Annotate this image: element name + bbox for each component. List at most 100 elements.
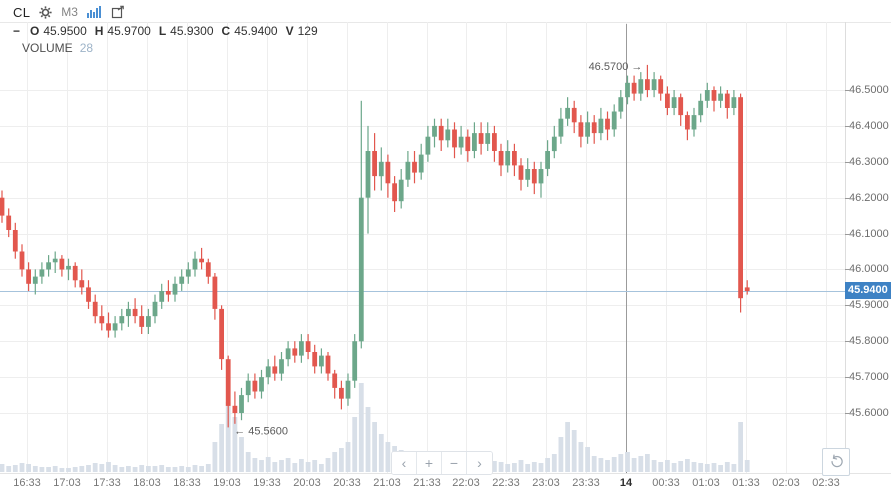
candle-body: [292, 348, 298, 356]
volume-bar: [605, 460, 610, 472]
candle-body: [0, 197, 5, 216]
volume-bar: [305, 462, 311, 472]
candle-body: [385, 161, 391, 184]
volume-bar: [159, 465, 165, 472]
volume-study-icon[interactable]: [86, 6, 102, 18]
candle-body: [585, 122, 590, 137]
volume-bar: [99, 464, 105, 472]
volume-bar: [525, 464, 531, 472]
volume-bar: [325, 458, 331, 472]
candle-body: [265, 366, 271, 378]
zoom-in-button[interactable]: +: [417, 452, 442, 474]
volume-bar: [538, 463, 544, 472]
volume-bar: [132, 467, 138, 472]
price-annotation: 46.5700 →: [589, 61, 643, 73]
chart-nav-controls: ‹ + − ›: [391, 451, 493, 475]
candle-body: [159, 291, 165, 302]
candle-body: [658, 79, 664, 94]
volume-bar: [744, 460, 750, 472]
volume-key: V: [285, 24, 294, 38]
volume-bar: [598, 458, 604, 472]
candle-body: [492, 133, 497, 151]
candle-body: [398, 179, 404, 202]
series-marker[interactable]: −: [13, 24, 21, 38]
candle-body: [744, 287, 750, 291]
candle-body: [319, 355, 324, 367]
add-pane-icon[interactable]: [111, 5, 125, 19]
candle-body: [192, 258, 198, 270]
volume-bar: [512, 463, 517, 472]
time-tick-label: 17:33: [93, 477, 121, 489]
volume-bar: [339, 448, 344, 472]
price-tick-label: 46.4000: [849, 119, 889, 132]
volume-bar: [671, 463, 677, 472]
volume-bar: [106, 462, 111, 472]
time-tick-label: 00:33: [652, 477, 680, 489]
time-tick-label: 21:33: [413, 477, 441, 489]
candle-body: [179, 276, 185, 284]
pan-right-button[interactable]: ›: [467, 452, 492, 474]
candle-body: [565, 107, 570, 119]
volume-bar: [585, 447, 590, 472]
candle-body: [106, 323, 111, 331]
high-key: H: [94, 24, 104, 38]
price-axis[interactable]: 46.5000 46.4000 46.3000 46.2000 46.1000 46.00…: [846, 22, 891, 473]
volume-bar: [545, 458, 550, 472]
volume-bar: [79, 466, 85, 472]
candle-body: [505, 151, 511, 166]
volume-bar: [531, 462, 537, 472]
chart-toolbar: CL M3: [13, 4, 125, 20]
candle-body: [146, 316, 151, 327]
candle-body: [279, 359, 284, 374]
candle-body: [718, 93, 723, 101]
interval-label[interactable]: M3: [61, 5, 78, 19]
zoom-out-button[interactable]: −: [442, 452, 467, 474]
volume-bar: [0, 464, 5, 472]
volume-bar: [565, 422, 570, 472]
gear-icon[interactable]: [39, 5, 52, 19]
last-price-badge: 45.9400: [845, 282, 891, 300]
candle-body: [225, 359, 231, 406]
volume-study-label[interactable]: VOLUME: [22, 41, 73, 55]
candle-body: [86, 287, 91, 302]
candle-body: [392, 183, 397, 202]
candle-body: [378, 161, 384, 177]
pan-left-button[interactable]: ‹: [392, 452, 417, 474]
candle-body: [205, 262, 211, 277]
candle-body: [339, 387, 344, 399]
volume-bar: [219, 424, 224, 472]
volume-bar: [665, 460, 670, 472]
time-tick-label: 19:33: [253, 477, 281, 489]
candle-body: [645, 79, 650, 90]
volume-bar: [558, 437, 564, 472]
time-axis[interactable]: 16:33 17:03 17:33 18:03 18:33 19:03 19:33 20:03…: [0, 474, 891, 492]
candle-body: [638, 79, 644, 94]
candle-body: [405, 161, 411, 180]
candle-body: [185, 269, 191, 277]
candle-body: [352, 341, 358, 381]
candle-wick: [167, 280, 169, 302]
price-tick-label: 46.3000: [849, 155, 889, 168]
volume-bar: [252, 458, 258, 472]
volume-bar: [225, 402, 231, 472]
candle-body: [139, 316, 145, 327]
volume-bar: [505, 464, 511, 472]
candle-body: [545, 151, 550, 169]
volume-bar: [185, 467, 191, 472]
candle-body: [618, 97, 624, 112]
candle-body: [52, 258, 58, 263]
volume-bar: [691, 462, 697, 472]
candle-body: [438, 125, 444, 141]
volume-bar: [651, 460, 657, 472]
price-tick-label: 45.8000: [849, 335, 889, 348]
volume-bar: [718, 465, 723, 472]
candle-body: [119, 316, 125, 324]
symbol-label[interactable]: CL: [13, 4, 31, 20]
volume-bar: [199, 466, 204, 472]
candle-body: [26, 269, 31, 284]
volume-bar: [272, 462, 278, 472]
reset-chart-button[interactable]: [822, 448, 850, 476]
volume-value: 129: [297, 24, 318, 38]
